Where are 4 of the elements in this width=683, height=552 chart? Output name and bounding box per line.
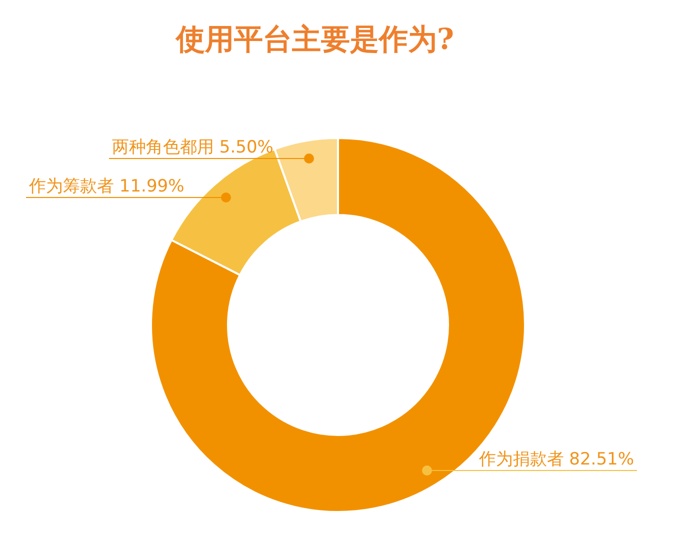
slice-label: 作为捐款者 82.51% — [478, 450, 634, 470]
slice-label: 两种角色都用 5.50% — [112, 138, 274, 158]
slice-label: 作为筹款者 11.99% — [28, 176, 184, 196]
chart-title: 使用平台主要是作为? — [175, 22, 454, 56]
